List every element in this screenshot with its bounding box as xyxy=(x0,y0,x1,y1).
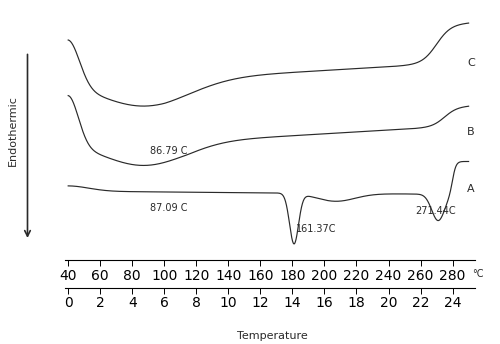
Text: 271.44C: 271.44C xyxy=(416,206,457,216)
Text: Temperature: Temperature xyxy=(237,331,308,341)
Text: °C: °C xyxy=(472,269,484,279)
Text: 87.09 C: 87.09 C xyxy=(150,203,188,213)
Text: B: B xyxy=(467,128,474,138)
Text: Endothermic: Endothermic xyxy=(8,95,18,166)
Text: 86.79 C: 86.79 C xyxy=(150,146,188,156)
Text: C: C xyxy=(467,57,474,67)
Text: 161.37C: 161.37C xyxy=(296,224,336,234)
Text: A: A xyxy=(467,184,474,194)
